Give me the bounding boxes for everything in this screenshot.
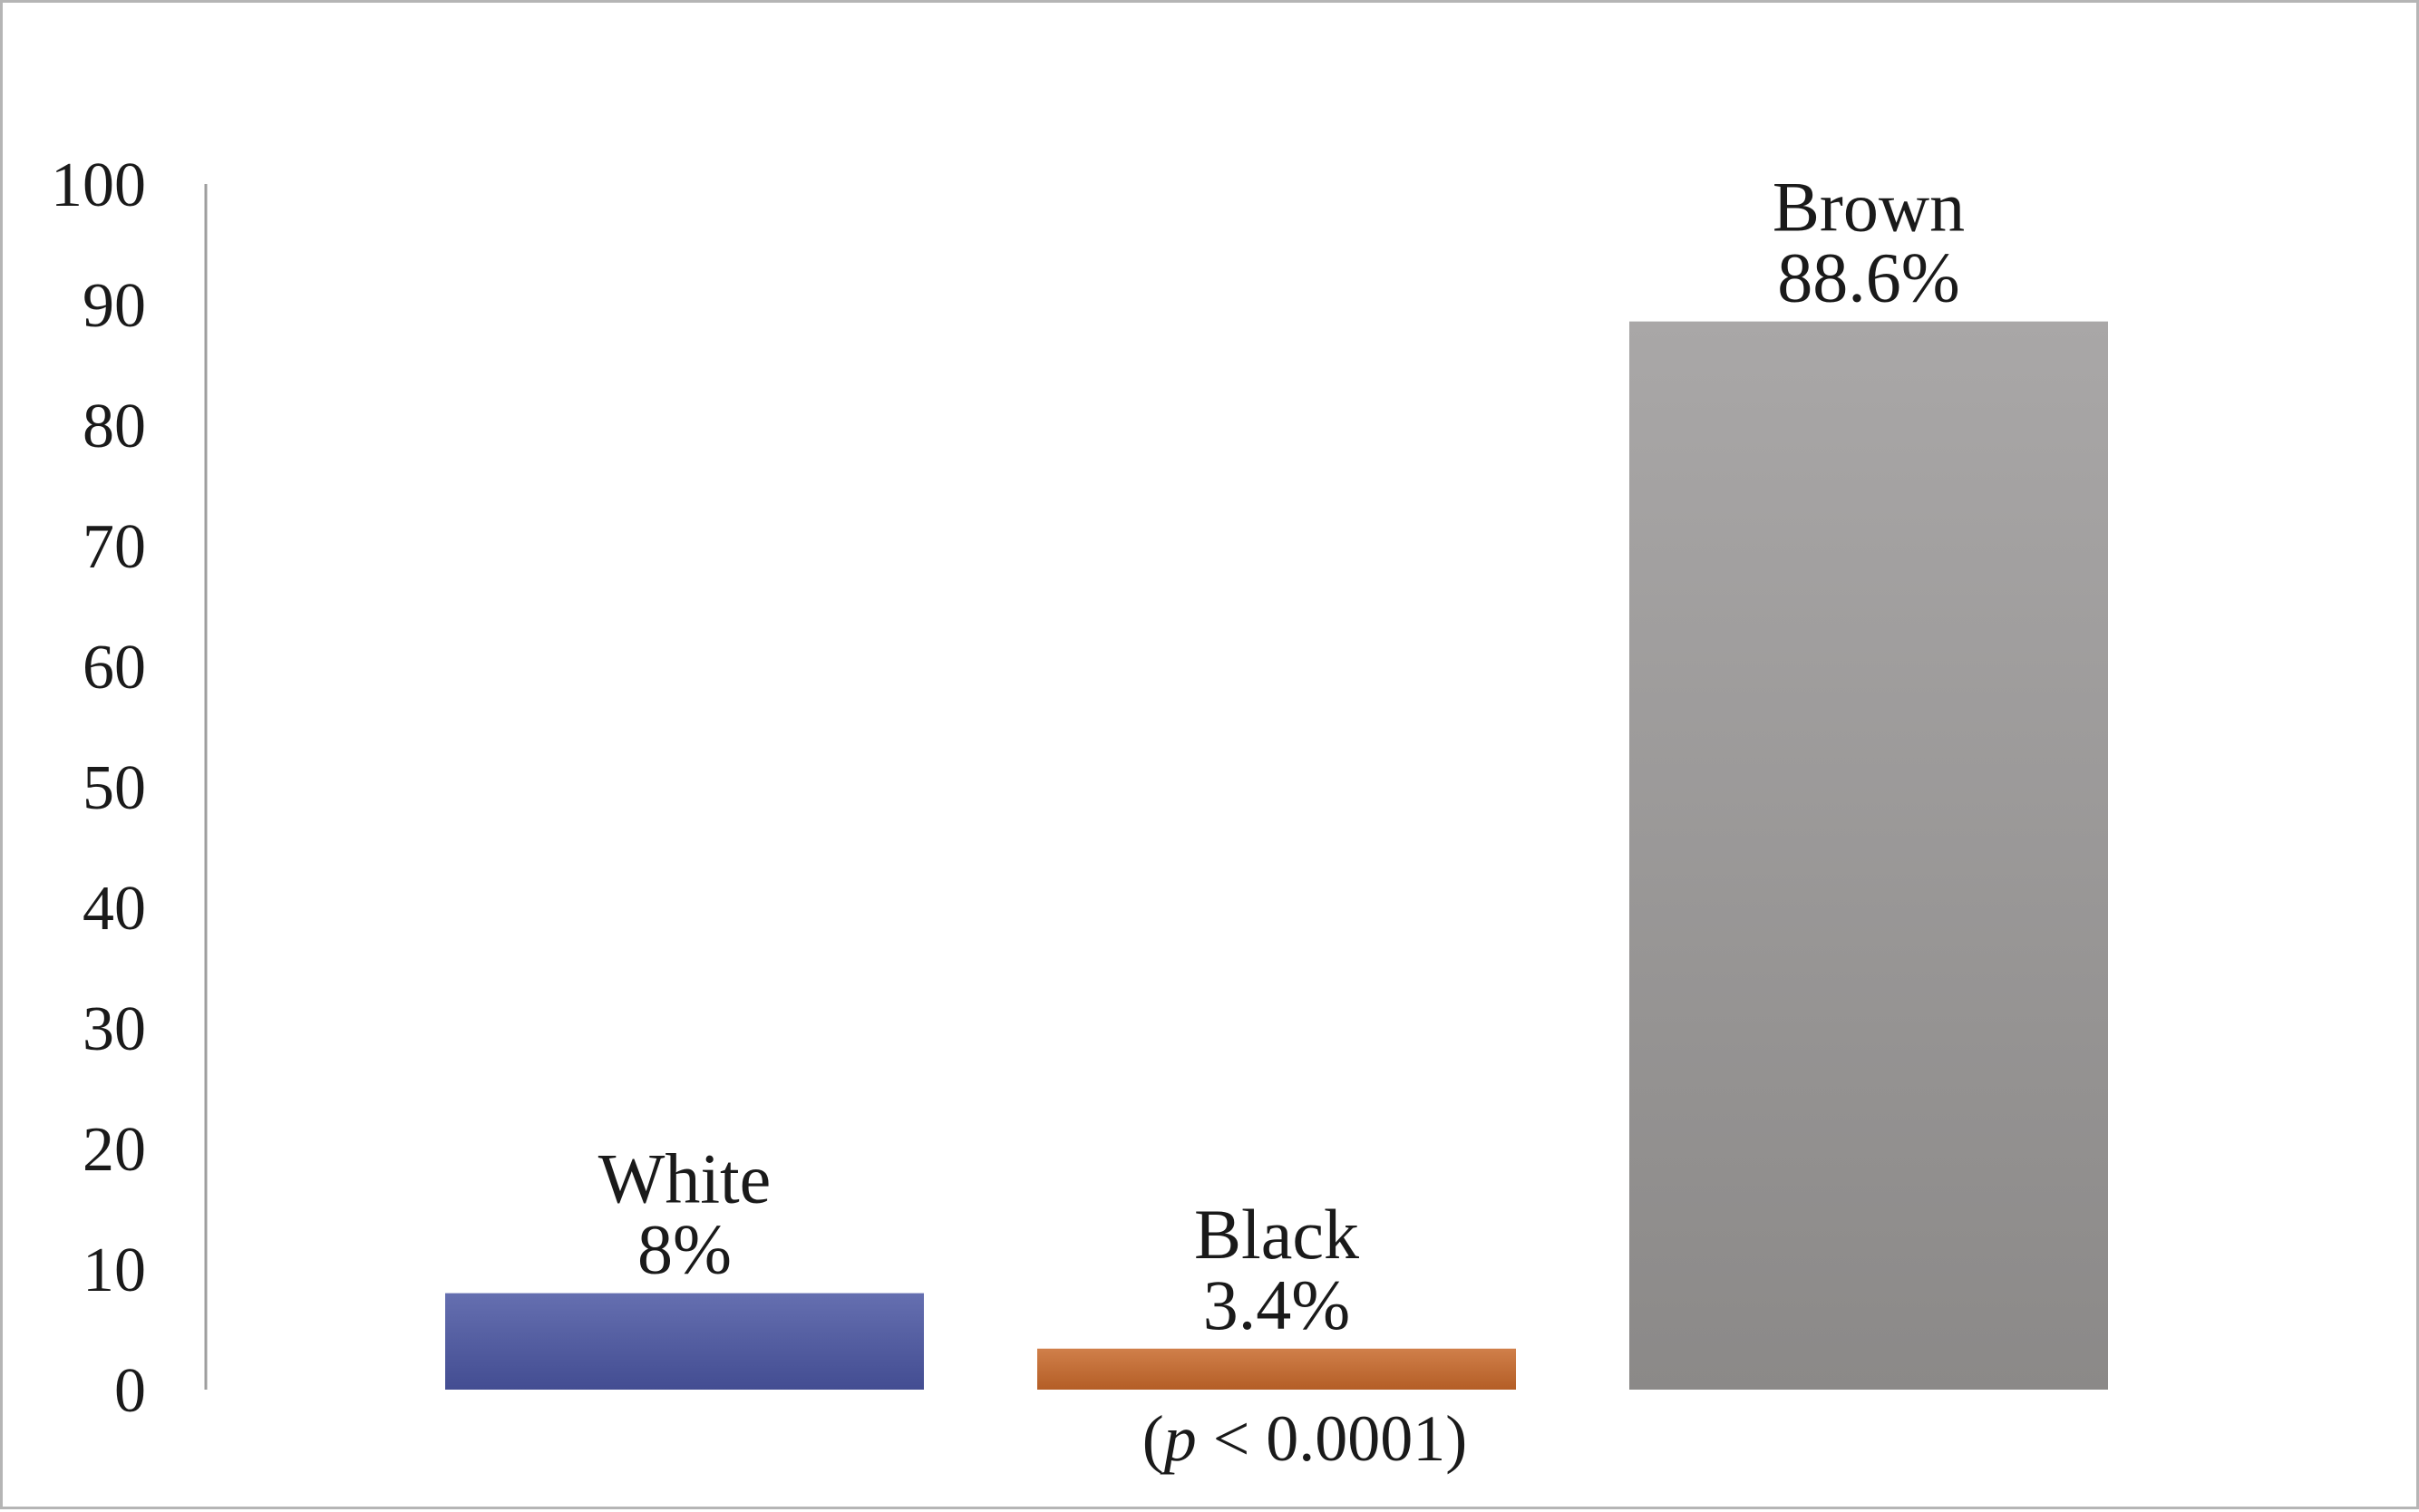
y-tick-label: 60	[83, 633, 146, 703]
bar-value-label: 88.6%	[1777, 238, 1959, 317]
y-tick-label: 100	[51, 150, 146, 220]
bar-category-label: White	[598, 1139, 772, 1218]
y-tick-label: 0	[114, 1356, 146, 1426]
y-tick-label: 10	[83, 1236, 146, 1305]
y-tick-label: 90	[83, 271, 146, 341]
y-tick-label: 80	[83, 392, 146, 461]
y-tick-label: 50	[83, 753, 146, 823]
bar-value-label: 3.4%	[1203, 1265, 1350, 1344]
y-tick-label: 20	[83, 1115, 146, 1185]
y-tick-label: 30	[83, 994, 146, 1064]
bar-brown	[1629, 321, 2108, 1390]
bar-value-label: 8%	[637, 1210, 732, 1289]
bars	[445, 321, 2108, 1390]
bar-black	[1037, 1348, 1516, 1390]
bar-category-label: Brown	[1773, 168, 1965, 247]
p-value-symbol: p	[1160, 1402, 1197, 1475]
p-value-prefix: (	[1142, 1402, 1164, 1475]
y-tick-label: 40	[83, 874, 146, 944]
y-tick-label: 70	[83, 512, 146, 582]
bar-category-label: Black	[1194, 1195, 1359, 1274]
y-axis: 0 10 20 30 40 50 60 70 80 90 100	[51, 150, 208, 1426]
p-value-annotation: (p < 0.0001)	[1142, 1402, 1468, 1475]
p-value-rest: < 0.0001)	[1197, 1402, 1468, 1475]
bar-white	[445, 1293, 924, 1390]
